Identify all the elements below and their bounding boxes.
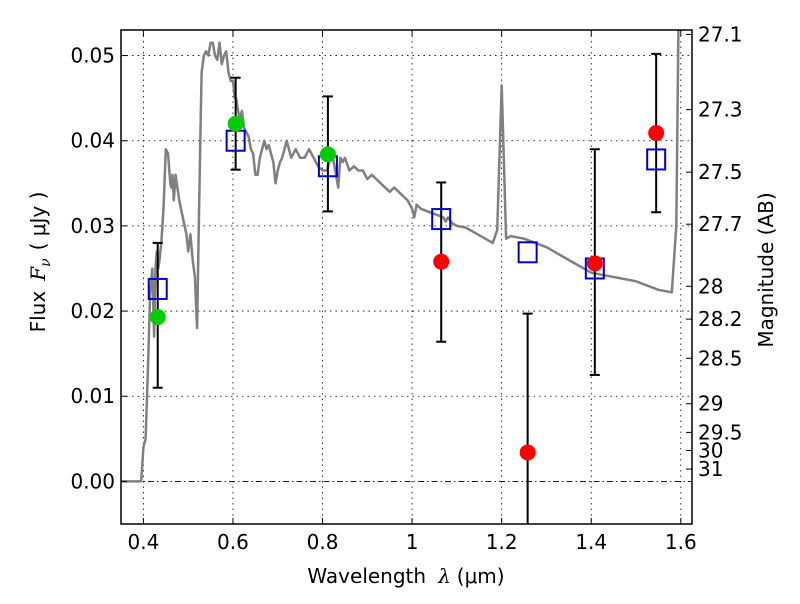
x-tick-label: 0.6 [217,530,249,554]
y2-tick-label: 30 [698,438,723,462]
observed-markers [149,115,665,461]
y-axis-ticks: 0.00 0.01 0.02 0.03 0.04 0.05 [70,44,127,493]
observed-low-significance-point [586,255,603,272]
observed-detections-point [149,309,166,326]
y2-tick-label: 28 [698,274,723,298]
y2-tick-label: 29 [698,392,723,416]
y-tick-label: 0.03 [70,214,115,238]
y2-tick-label: 28.5 [698,346,743,370]
plot-background [121,30,692,524]
y2-tick-label: 27.1 [698,22,743,46]
y2-tick-label: 27.7 [698,212,743,236]
x-tick-label: 1 [406,530,419,554]
observed-low-significance-point [648,125,665,142]
observed-detections-point [319,146,336,163]
model-photometry-square [646,148,667,171]
observed-low-significance-point [433,253,450,270]
model-photometry-markers [147,129,667,300]
y2-tick-label: 29.5 [698,420,743,444]
x-tick-label: 1.6 [665,530,697,554]
y2-axis-label: Magnitude (AB) [754,192,778,347]
x-tick-label: 1.4 [575,530,607,554]
x-tick-label: 1.2 [486,530,518,554]
y-tick-label: 0.05 [70,44,115,68]
y2-tick-label: 28.2 [698,307,743,331]
x-tick-label: 0.4 [127,530,159,554]
observed-detections-point [227,115,244,132]
y2-tick-label: 31 [698,457,723,481]
y-tick-label: 0.00 [70,469,115,493]
spectrum-line [121,30,680,483]
observed-low-significance-point [519,444,536,461]
model-photometry-square [431,208,452,231]
y-axis-label: FluxFν( μJy ) [26,192,54,333]
y-tick-label: 0.04 [70,129,115,153]
plot-frame [120,29,693,525]
y-tick-label: 0.02 [70,299,115,323]
x-tick-label: 0.8 [307,530,339,554]
y2-tick-label: 27.3 [698,98,743,122]
model-photometry-square [517,241,538,264]
x-axis-label: Wavelength λ (μm) [307,564,504,588]
y2-tick-label: 27.5 [698,160,743,184]
model-spectrum [121,30,680,483]
x-axis-ticks: 0.4 0.6 0.8 1 1.2 1.4 1.6 [127,30,697,554]
y-tick-label: 0.01 [70,384,115,408]
model-photometry-square [147,277,168,300]
